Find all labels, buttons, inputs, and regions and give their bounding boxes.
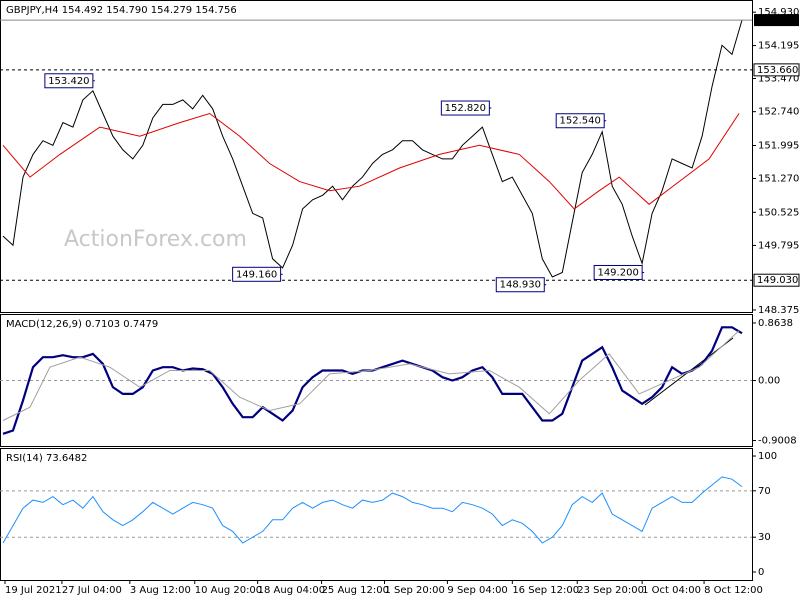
x-tick-label: 18 Aug 04:00 xyxy=(258,585,325,596)
annotation-label: 152.540 xyxy=(560,116,601,127)
panel-title: MACD(12,26,9) 0.7103 0.7479 xyxy=(6,319,158,330)
series-line xyxy=(2,112,740,210)
x-tick-label: 1 Sep 20:00 xyxy=(384,585,444,596)
y-tick-label: 152.740 xyxy=(758,107,799,118)
level-label: 149.030 xyxy=(757,275,798,286)
y-tick-label: 153.470 xyxy=(758,74,799,85)
panel-title: GBPJPY,H4 154.492 154.790 154.279 154.75… xyxy=(6,5,237,16)
series-line xyxy=(2,19,743,278)
series-line xyxy=(2,476,743,544)
annotation-label: 153.420 xyxy=(48,76,89,87)
y-tick-label: 150.525 xyxy=(758,207,799,218)
y-tick-label: 151.270 xyxy=(758,173,799,184)
x-tick-label: 23 Sep 20:00 xyxy=(577,585,644,596)
x-tick-label: 19 Jul 2021 xyxy=(5,585,62,596)
series-line xyxy=(2,330,740,421)
level-label-box xyxy=(753,63,800,77)
x-tick-label: 1 Oct 04:00 xyxy=(642,585,701,596)
x-tick-label: 3 Aug 12:00 xyxy=(130,585,191,596)
y-tick-label: 0.8638 xyxy=(758,318,793,329)
y-tick-label: 148.375 xyxy=(758,305,799,316)
y-tick-label: 70 xyxy=(758,486,771,497)
y-tick-label: 154.930 xyxy=(758,7,799,18)
annotation-box xyxy=(232,266,282,282)
y-tick-label: -0.9008 xyxy=(758,436,797,447)
y-tick-label: 154.195 xyxy=(758,41,799,52)
x-tick-label: 9 Sep 04:00 xyxy=(447,585,507,596)
annotation-label: 152.820 xyxy=(445,103,486,114)
level-label-box xyxy=(753,273,800,287)
annotation-label: 148.930 xyxy=(500,280,541,291)
annotation-label: 149.160 xyxy=(236,269,277,280)
watermark: ActionForex.com xyxy=(64,227,247,252)
y-tick-label: 100 xyxy=(758,451,777,462)
rsi-panel xyxy=(0,448,753,581)
level-label: 153.660 xyxy=(757,65,798,76)
y-tick-label: 0.00 xyxy=(758,376,780,387)
last-price-box xyxy=(754,14,799,27)
x-tick-label: 8 Oct 12:00 xyxy=(704,585,763,596)
last-price-label: 154.756 xyxy=(757,15,798,26)
y-tick-label: 30 xyxy=(758,532,771,543)
annotation-label: 149.200 xyxy=(597,267,638,278)
y-tick-label: 0 xyxy=(758,567,764,578)
x-tick-label: 16 Sep 12:00 xyxy=(512,585,579,596)
x-tick-label: 10 Aug 20:00 xyxy=(195,585,262,596)
panel-title: RSI(14) 73.6482 xyxy=(6,453,87,464)
x-tick-label: 25 Aug 12:00 xyxy=(322,585,389,596)
price-panel xyxy=(0,0,753,313)
y-tick-label: 151.995 xyxy=(758,141,799,152)
x-tick-label: 27 Jul 04:00 xyxy=(62,585,122,596)
y-tick-label: 149.795 xyxy=(758,240,799,251)
